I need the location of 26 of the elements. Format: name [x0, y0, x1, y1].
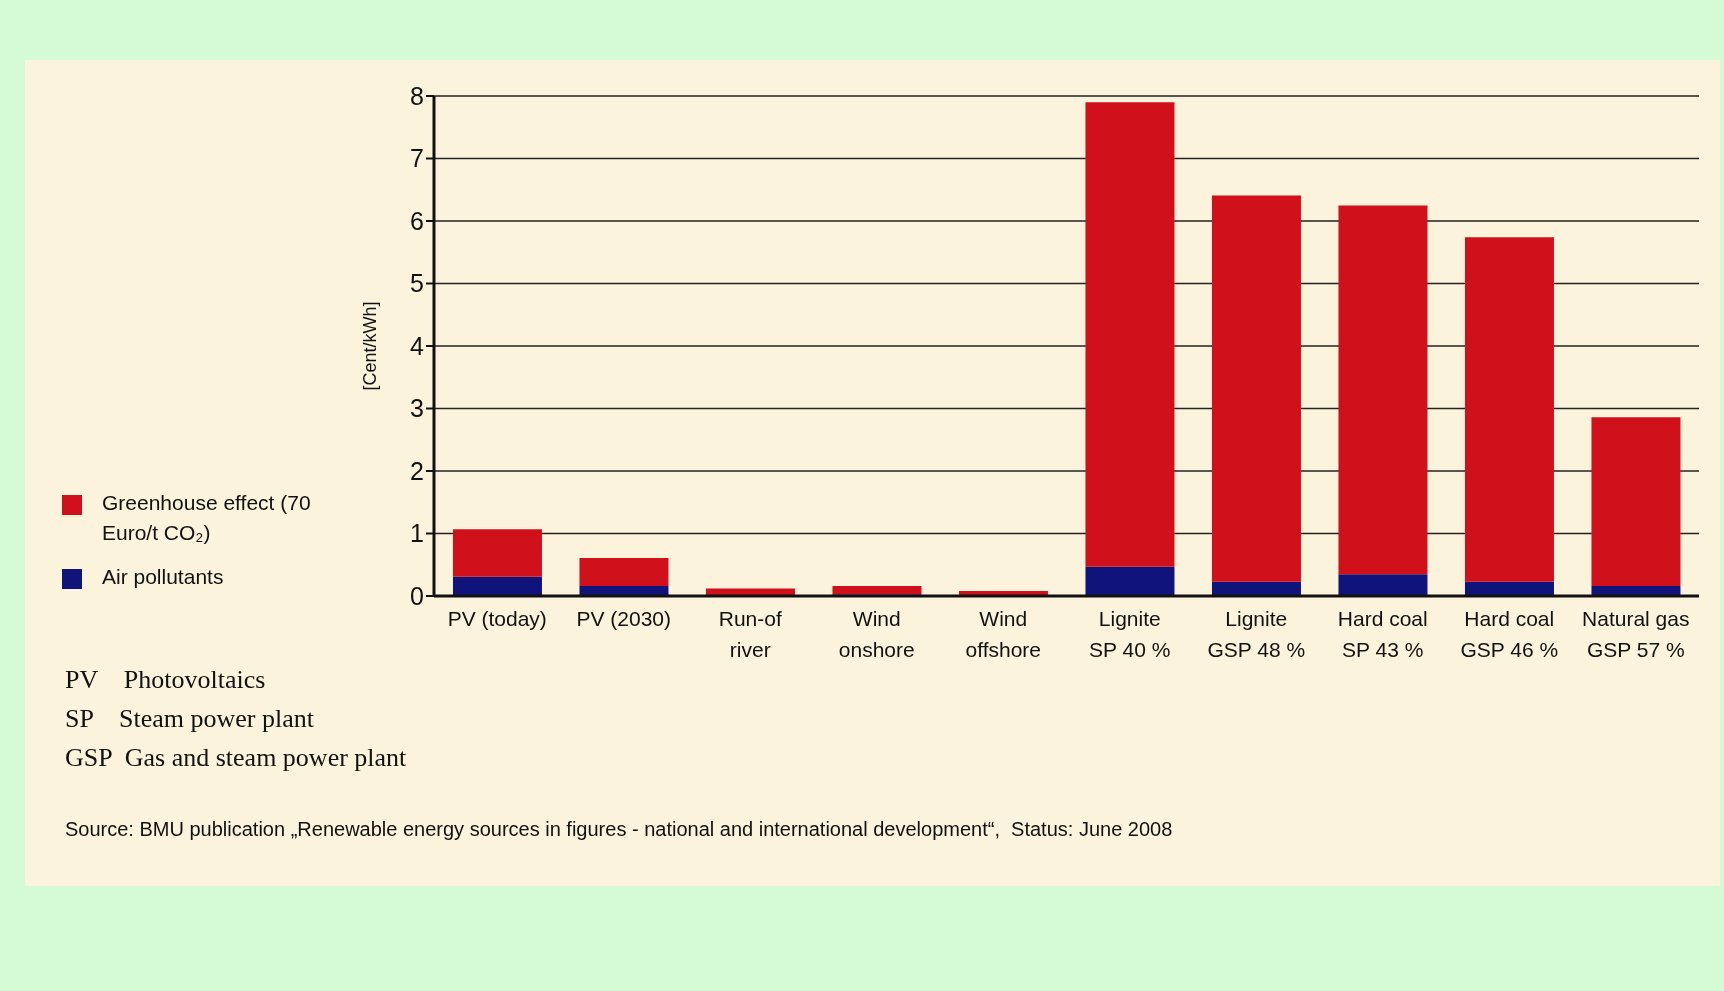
x-tick-label: Lignite SP 40 %	[1089, 607, 1171, 661]
x-tick-label: PV (2030)	[576, 607, 672, 630]
x-tick-label: Hard coal GSP 46 %	[1460, 607, 1559, 661]
y-tick-label: 3	[410, 394, 424, 423]
y-tick-label: 7	[410, 144, 424, 173]
text: GSP Gas and steam power plant	[65, 742, 407, 774]
x-tick-label: Hard coal SP 43 %	[1337, 607, 1428, 661]
text: SP Steam power plant	[65, 703, 315, 735]
x-tick-label: PV (today)	[447, 607, 547, 630]
y-tick-label: 0	[410, 581, 424, 610]
y-tick-label: 6	[410, 206, 424, 235]
x-tick-label: Lignite GSP 48 %	[1207, 607, 1306, 661]
x-tick-label: Wind onshore	[838, 607, 915, 661]
y-tick-label: 2	[410, 456, 424, 485]
source-note: Source: BMU publication „Renewable energy sources in figures - national and international development“, Status: June 2008	[65, 818, 1173, 841]
y-tick-label: 5	[410, 269, 424, 298]
y-axis-title: [Cent/kWh]	[360, 301, 381, 391]
y-tick-label: 4	[410, 331, 425, 360]
y-tick-label: 1	[410, 519, 424, 548]
x-tick-label: Run-of river	[718, 607, 782, 661]
legend-label: Air pollutants	[102, 564, 225, 590]
x-tick-label: Wind offshore	[965, 607, 1041, 661]
y-tick-label: 8	[410, 81, 424, 110]
legend-label: Greenhouse effect (70 Euro/t CO₂)	[102, 490, 312, 546]
x-tick-label: Natural gas GSP 57 %	[1582, 607, 1690, 661]
text: PV Photovoltaics	[65, 664, 267, 696]
